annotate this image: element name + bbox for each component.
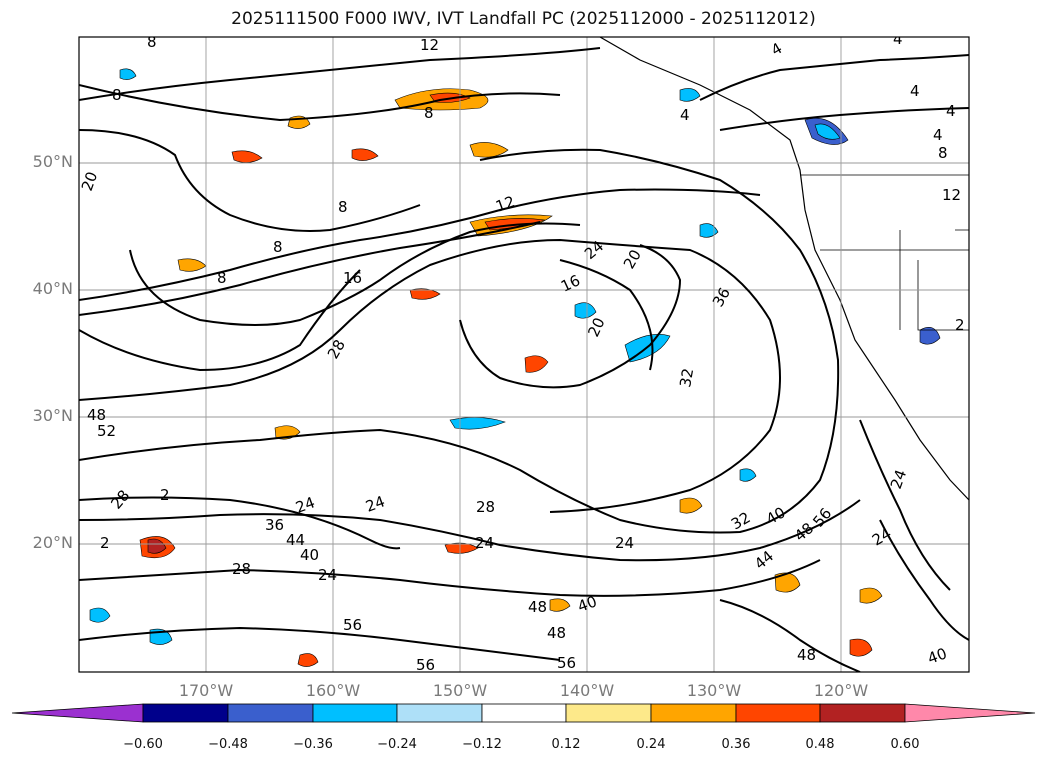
svg-text:56: 56	[416, 656, 435, 674]
iwv-contours	[79, 47, 969, 672]
svg-text:8: 8	[338, 198, 348, 216]
svg-text:44: 44	[286, 531, 305, 549]
svg-text:16: 16	[343, 269, 362, 287]
svg-text:24: 24	[293, 493, 317, 516]
svg-text:40: 40	[300, 546, 319, 564]
svg-text:4: 4	[933, 126, 943, 144]
svg-text:8: 8	[147, 33, 157, 51]
coastline	[599, 37, 969, 501]
svg-text:32: 32	[676, 367, 697, 389]
graticule	[79, 37, 969, 672]
svg-text:2: 2	[955, 316, 965, 334]
colorbar-tick: 0.24	[636, 737, 666, 752]
svg-text:4: 4	[946, 102, 956, 120]
svg-text:52: 52	[97, 422, 116, 440]
state-borders	[800, 174, 969, 331]
lon-label-130w: 130°W	[686, 681, 742, 700]
map-frame	[78, 36, 970, 673]
lon-label-120w: 120°W	[813, 681, 869, 700]
svg-text:48: 48	[797, 646, 816, 664]
lon-label-140w: 140°W	[559, 681, 615, 700]
svg-text:8: 8	[424, 104, 434, 122]
svg-text:2: 2	[100, 534, 110, 552]
anomaly-patches	[89, 68, 941, 667]
svg-text:40: 40	[925, 644, 949, 667]
lon-label-160w: 160°W	[305, 681, 361, 700]
svg-text:28: 28	[232, 560, 251, 578]
svg-text:4: 4	[680, 106, 690, 124]
svg-text:48: 48	[87, 406, 106, 424]
colorbar-tick: 0.48	[805, 737, 835, 752]
svg-text:56: 56	[557, 654, 576, 672]
lat-label-20n: 20°N	[32, 533, 73, 552]
colorbar-tick: 0.36	[721, 737, 751, 752]
svg-text:2: 2	[160, 486, 170, 504]
svg-text:8: 8	[112, 86, 122, 104]
colorbar-tick: −0.60	[123, 737, 163, 752]
svg-text:36: 36	[265, 516, 284, 534]
svg-text:24: 24	[318, 566, 337, 584]
svg-text:24: 24	[887, 467, 910, 491]
colorbar-tick: 0.60	[890, 737, 920, 752]
lat-label-50n: 50°N	[32, 152, 73, 171]
colorbar-tick: −0.24	[377, 737, 417, 752]
plot-title: 2025111500 F000 IWV, IVT Landfall PC (20…	[231, 9, 816, 29]
lon-label-170w: 170°W	[178, 681, 234, 700]
colorbar-tick: −0.36	[293, 737, 333, 752]
svg-text:8: 8	[938, 144, 948, 162]
svg-text:4: 4	[893, 30, 903, 48]
svg-text:12: 12	[420, 36, 439, 54]
svg-text:4: 4	[910, 82, 920, 100]
svg-text:24: 24	[475, 534, 494, 552]
svg-text:48: 48	[528, 598, 547, 616]
lat-label-40n: 40°N	[32, 279, 73, 298]
colorbar-tick: 0.12	[551, 737, 581, 752]
svg-text:40: 40	[575, 592, 599, 615]
colorbar-tick: −0.12	[462, 737, 502, 752]
lat-label-30n: 30°N	[32, 406, 73, 425]
svg-text:12: 12	[942, 186, 961, 204]
svg-text:48: 48	[547, 624, 566, 642]
svg-text:12: 12	[493, 192, 517, 215]
svg-text:24: 24	[615, 534, 634, 552]
svg-text:28: 28	[476, 498, 495, 516]
colorbar-extend-low	[11, 703, 144, 723]
lon-label-150w: 150°W	[432, 681, 488, 700]
svg-text:8: 8	[273, 238, 283, 256]
svg-text:56: 56	[343, 616, 362, 634]
colorbar-tick: −0.48	[208, 737, 248, 752]
svg-text:8: 8	[217, 269, 227, 287]
colorbar-extend-high	[904, 703, 1036, 723]
map-background	[79, 37, 969, 672]
svg-text:20: 20	[78, 169, 101, 193]
svg-text:24: 24	[363, 492, 387, 515]
colorbar	[11, 703, 1036, 723]
